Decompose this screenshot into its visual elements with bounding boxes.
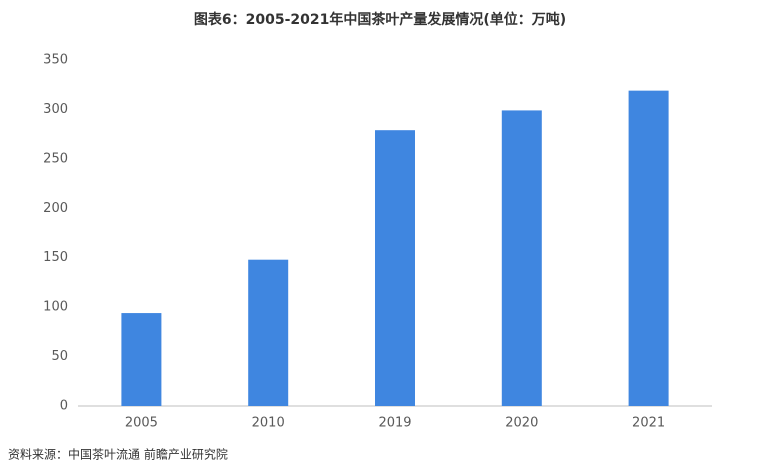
y-tick-label: 0	[60, 399, 68, 414]
bar	[248, 259, 289, 406]
bar	[501, 110, 542, 406]
y-tick-label: 200	[43, 201, 68, 216]
x-tick-label: 2005	[125, 416, 158, 431]
x-tick-label: 2020	[505, 416, 538, 431]
x-tick-label: 2010	[252, 416, 285, 431]
bar	[628, 90, 669, 406]
x-tick-label: 2021	[632, 416, 665, 431]
bar	[375, 130, 415, 406]
chart-title: 图表6：2005-2021年中国茶叶产量发展情况(单位：万吨)	[194, 11, 566, 28]
x-tick-label: 2019	[378, 416, 411, 431]
y-tick-label: 250	[43, 151, 68, 166]
bar	[121, 313, 162, 406]
y-tick-label: 150	[43, 250, 68, 265]
y-tick-label: 100	[43, 300, 68, 315]
y-tick-label: 50	[51, 349, 68, 364]
source-note: 资料来源：中国茶叶流通 前瞻产业研究院	[8, 447, 228, 462]
y-tick-label: 350	[43, 53, 68, 68]
y-tick-label: 300	[43, 102, 68, 117]
